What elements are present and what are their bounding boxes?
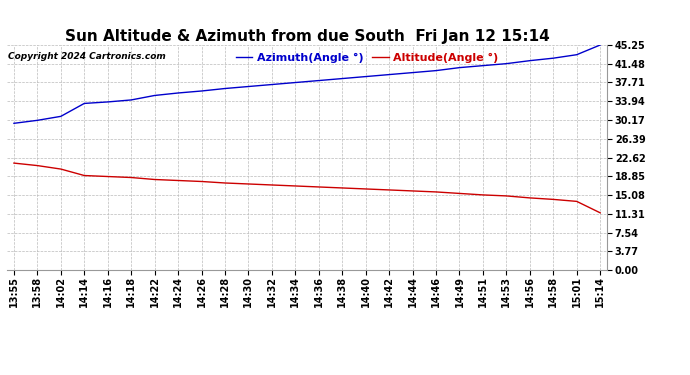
Legend: Azimuth(Angle °), Altitude(Angle °): Azimuth(Angle °), Altitude(Angle °) [231, 48, 503, 67]
Title: Sun Altitude & Azimuth from due South  Fri Jan 12 15:14: Sun Altitude & Azimuth from due South Fr… [65, 29, 549, 44]
Text: Copyright 2024 Cartronics.com: Copyright 2024 Cartronics.com [8, 52, 166, 61]
